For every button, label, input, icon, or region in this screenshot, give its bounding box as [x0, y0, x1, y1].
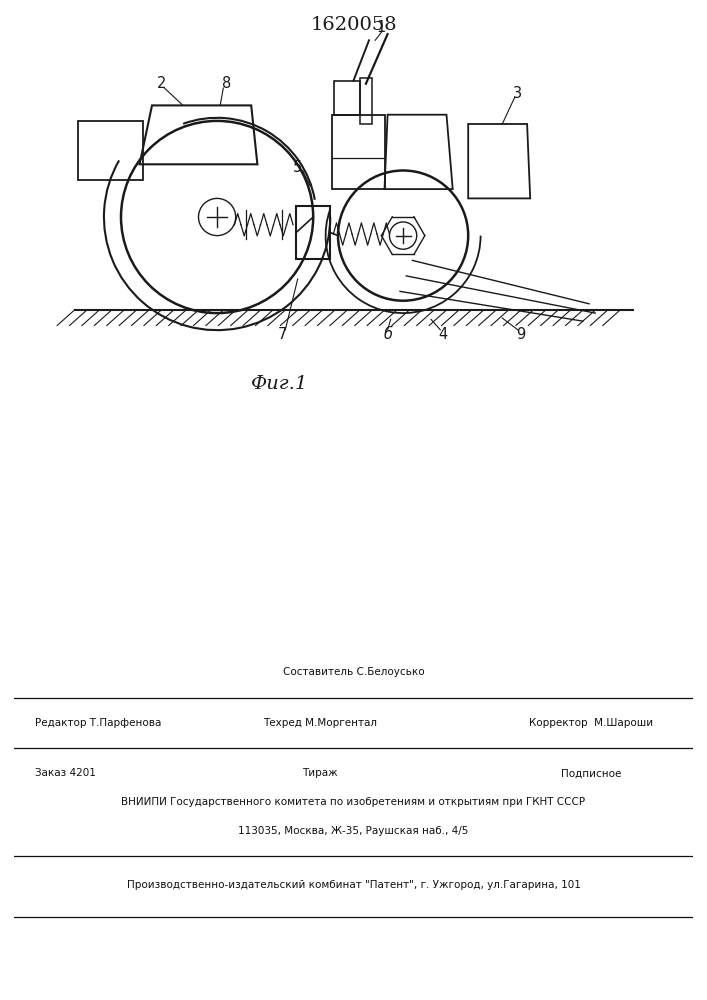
Text: Корректор  М.Шароши: Корректор М.Шароши [529, 718, 653, 728]
Text: Производственно-издательский комбинат "Патент", г. Ужгород, ул.Гагарина, 101: Производственно-издательский комбинат "П… [127, 880, 580, 890]
Text: 113035, Москва, Ж-35, Раушская наб., 4/5: 113035, Москва, Ж-35, Раушская наб., 4/5 [238, 826, 469, 836]
Text: Заказ 4201: Заказ 4201 [35, 768, 95, 778]
Text: Редактор Т.Парфенова: Редактор Т.Парфенова [35, 718, 161, 728]
Text: Подписное: Подписное [561, 768, 621, 778]
Text: Техред М.Моргентал: Техред М.Моргентал [262, 718, 377, 728]
Text: 1620058: 1620058 [310, 16, 397, 34]
Text: 9: 9 [516, 327, 525, 342]
Text: б: б [383, 327, 392, 342]
Text: Тираж: Тираж [302, 768, 337, 778]
Text: ВНИИПИ Государственного комитета по изобретениям и открытиям при ГКНТ СССР: ВНИИПИ Государственного комитета по изоб… [122, 797, 585, 807]
Text: 2: 2 [157, 76, 166, 91]
Text: Составитель С.Белоусько: Составитель С.Белоусько [283, 667, 424, 677]
Text: 1: 1 [377, 20, 386, 35]
Text: 5: 5 [293, 160, 303, 175]
Text: 7: 7 [278, 327, 287, 342]
Text: Фиг.1: Фиг.1 [250, 375, 308, 393]
Text: 3: 3 [513, 86, 522, 101]
Text: 4: 4 [439, 327, 448, 342]
Text: 8: 8 [222, 76, 231, 91]
